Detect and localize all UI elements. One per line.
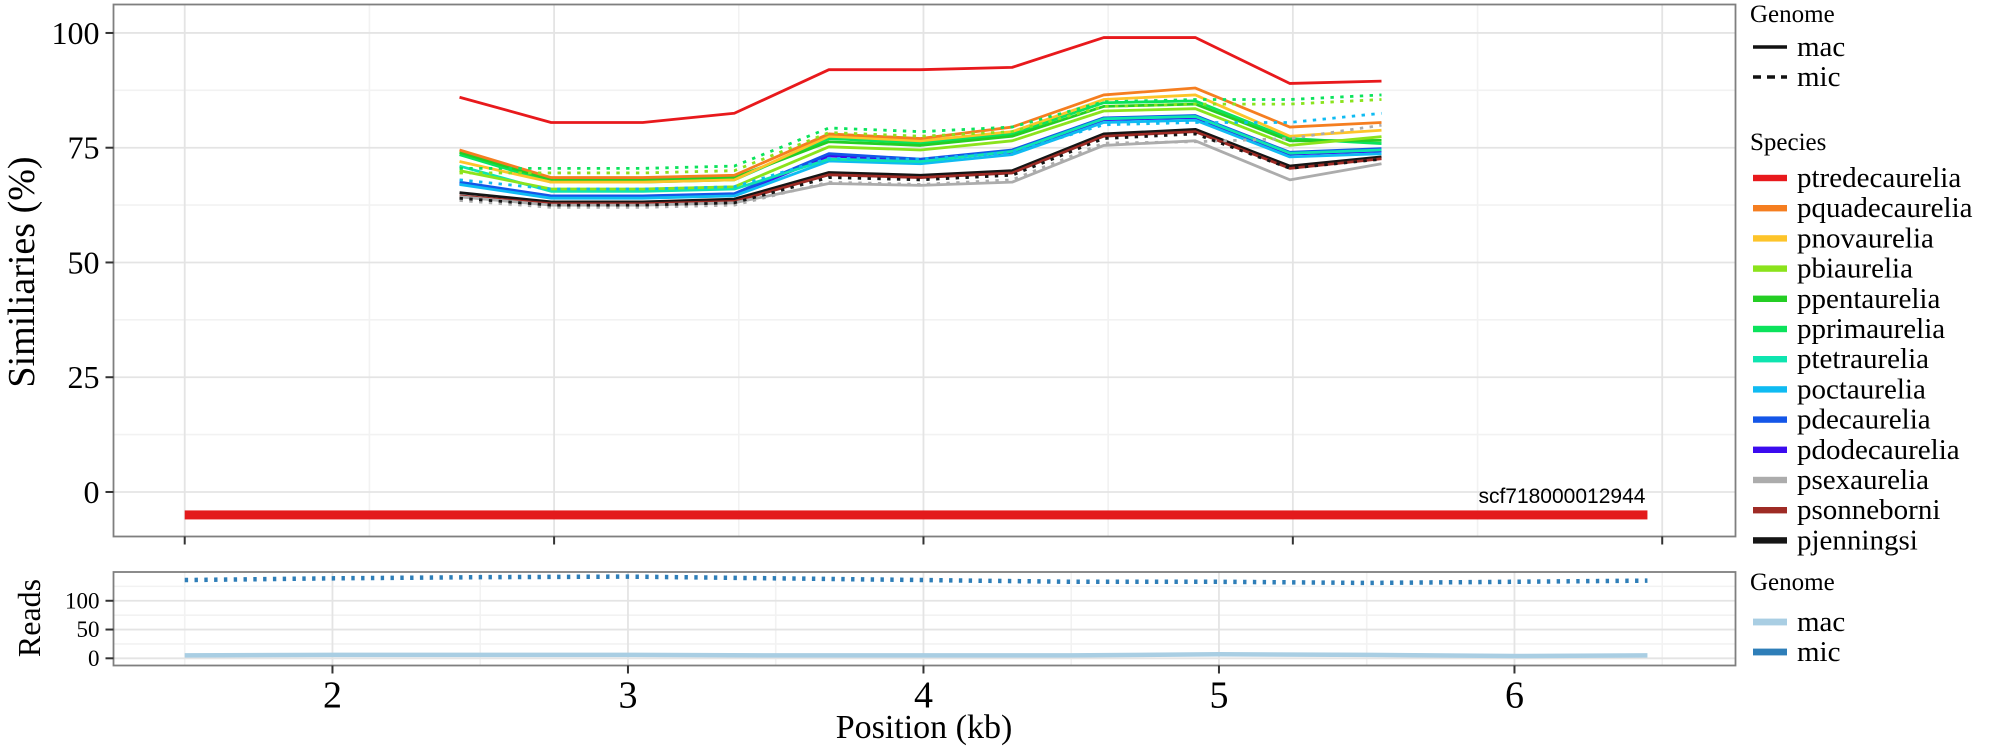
- series-mac-pbiaurelia: [459, 107, 1382, 191]
- legend-label-pdecaurelia: pdecaurelia: [1797, 404, 1931, 436]
- legend-swatch-pdodecaurelia: [1753, 446, 1787, 453]
- legend-swatch-pnovaurelia: [1753, 235, 1787, 242]
- legend-species-title: Species: [1750, 129, 1826, 156]
- series-mic-mic: [184, 574, 1648, 586]
- legend-label-pprimaurelia: pprimaurelia: [1797, 313, 1945, 345]
- series-mac-mac: [184, 652, 1648, 659]
- x-tick-label: 5: [1209, 675, 1228, 717]
- similarity-panel: scf718000012944 0 25 50 75 100: [52, 3, 1737, 545]
- y-axis-title-similarity: Similiaries (%): [1, 156, 43, 387]
- legend-swatch-pdecaurelia: [1753, 416, 1787, 423]
- legend-swatch-pprimaurelia: [1753, 325, 1787, 333]
- panel-border: [112, 3, 1737, 538]
- legend-swatch-bottom-mic: [1753, 648, 1787, 656]
- y-axis-title-reads: Reads: [11, 579, 47, 657]
- y-tick-label: 0: [88, 646, 100, 671]
- legend-swatch-psonneborni: [1753, 507, 1787, 514]
- tick-labels: 0 50 100 2 3 4 5 6: [65, 588, 1524, 716]
- series-lines: [184, 574, 1648, 659]
- legend-swatch-psexaurelia: [1753, 476, 1787, 484]
- legend-genome-top-title: Genome: [1750, 1, 1835, 28]
- legend-label-poctaurelia: poctaurelia: [1797, 373, 1926, 405]
- legend-label-ptredecaurelia: ptredecaurelia: [1797, 162, 1961, 194]
- series-lines: [459, 36, 1382, 209]
- panel-background: [113, 4, 1736, 537]
- reads-panel: 0 50 100 2 3 4 5 6: [65, 571, 1737, 717]
- legend-label-pnovaurelia: pnovaurelia: [1797, 222, 1934, 254]
- legend-label-pquadecaurelia: pquadecaurelia: [1797, 192, 1973, 224]
- panel-background: [113, 572, 1736, 666]
- series-mac-poctaurelia: [459, 118, 1382, 200]
- legend-label-pbiaurelia: pbiaurelia: [1797, 253, 1913, 285]
- x-tick-label: 6: [1505, 675, 1524, 717]
- series-mac-psexaurelia: [459, 139, 1382, 207]
- gridlines-major: [113, 572, 1736, 666]
- gridlines-minor: [113, 4, 1736, 537]
- legend-label-pdodecaurelia: pdodecaurelia: [1797, 434, 1960, 466]
- y-tick-label: 75: [68, 130, 100, 166]
- legend-swatch-pquadecaurelia: [1753, 205, 1787, 212]
- gridlines-minor: [113, 572, 1736, 666]
- x-axis-title: Position (kb): [836, 709, 1013, 746]
- series-mac-pquadecaurelia: [459, 86, 1382, 179]
- series-mac-ptredecaurelia: [459, 36, 1382, 124]
- legend-label-mac: mac: [1797, 31, 1845, 63]
- axis-ticks: [105, 31, 1664, 545]
- gridlines-major: [113, 4, 1736, 537]
- legend-swatch-pbiaurelia: [1753, 265, 1787, 272]
- legend-label-psonneborni: psonneborni: [1797, 494, 1940, 526]
- legend-swatch-ppentaurelia: [1753, 295, 1787, 302]
- series-mac-pnovaurelia: [459, 93, 1382, 184]
- legend-label-pjenningsi: pjenningsi: [1797, 524, 1918, 556]
- y-tick-label: 100: [65, 588, 100, 613]
- legend-label-ppentaurelia: ppentaurelia: [1797, 283, 1940, 315]
- legend-label-ptetraurelia: ptetraurelia: [1797, 343, 1929, 375]
- x-tick-label: 2: [323, 675, 342, 717]
- legend-swatch-bottom-mac: [1753, 618, 1787, 626]
- y-tick-label: 25: [68, 359, 100, 395]
- series-mic-poctaurelia: [459, 111, 1382, 191]
- legend-swatch-poctaurelia: [1753, 386, 1787, 393]
- y-tick-label: 50: [68, 244, 100, 280]
- series-mac-ptetraurelia: [459, 115, 1382, 193]
- legend-swatch-ptetraurelia: [1753, 356, 1787, 363]
- legend-genome-bottom-title: Genome: [1750, 569, 1835, 596]
- legend-swatch-ptredecaurelia: [1753, 174, 1787, 182]
- series-mac-ppentaurelia: [459, 102, 1382, 182]
- legend-species: Species ptredecaureliapquadecaureliapnov…: [1750, 129, 1973, 556]
- scaffold-label: scf718000012944: [1478, 485, 1645, 508]
- y-tick-label: 100: [52, 15, 100, 51]
- legend-label-mic: mic: [1797, 61, 1841, 93]
- tick-labels: 0 25 50 75 100: [52, 15, 100, 510]
- legend-label-bottom-mic: mic: [1797, 636, 1841, 668]
- axis-titles: Similiaries (%) Reads Position (kb): [1, 156, 1012, 746]
- legend-label-bottom-mac: mac: [1797, 606, 1845, 638]
- legend-swatch-pjenningsi: [1753, 537, 1787, 544]
- panel-border: [112, 571, 1737, 667]
- axis-ticks: [105, 599, 1516, 674]
- x-tick-label: 4: [914, 675, 933, 717]
- scaffold-bar: [184, 510, 1648, 520]
- legend-label-psexaurelia: psexaurelia: [1797, 464, 1929, 496]
- y-tick-label: 50: [77, 617, 100, 642]
- x-tick-label: 3: [618, 675, 637, 717]
- y-tick-label: 0: [84, 474, 100, 510]
